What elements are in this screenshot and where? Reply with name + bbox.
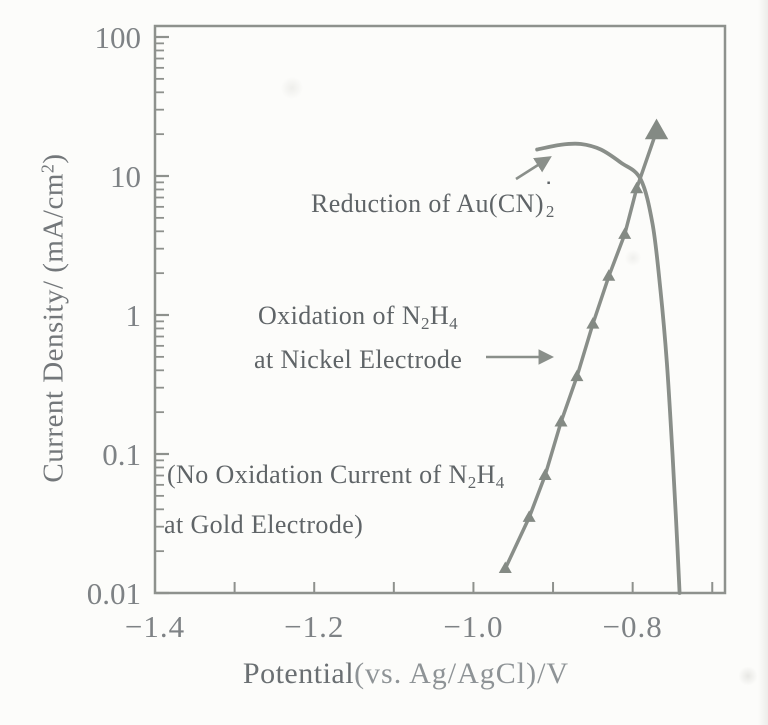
x-tick-label: −1.4 <box>125 609 185 644</box>
y-axis-title-superscript: 2 <box>37 163 58 174</box>
y-tick-label: 1 <box>126 298 142 333</box>
oxidation-series-marker <box>630 181 644 194</box>
y-tick-label: 10 <box>110 159 141 194</box>
x-axis-title: Potential(vs. Ag/AgCl)/V <box>243 659 569 689</box>
oxidation-annotation-line2: at Nickel Electrode <box>254 347 462 373</box>
charge-superscript: ▪ <box>546 178 551 189</box>
oxidation-series-marker <box>522 510 536 522</box>
no-oxidation-annotation-line2-text: at Gold Electrode) <box>164 510 364 539</box>
oxidation-series-marker <box>602 269 616 281</box>
no-oxidation-annotation-text: (No Oxidation Current of N <box>167 460 468 489</box>
reduction-series-curve <box>535 141 682 595</box>
n2-subscript: 2 <box>467 473 477 492</box>
reduction-annotation-charge: ▪ 2 <box>544 179 560 221</box>
h4-subscript: 4 <box>495 473 505 492</box>
no-oxidation-annotation-line1: (No Oxidation Current of N2H4 <box>167 460 505 492</box>
oxidation-series-marker <box>618 227 632 239</box>
reduction-annotation-text: Reduction of Au(CN) <box>311 189 544 218</box>
no-oxidation-annotation-line2: at Gold Electrode) <box>164 512 363 538</box>
y-tick-label: 100 <box>95 20 142 55</box>
n2-subscript: 2 <box>421 314 430 333</box>
oxidation-series-marker <box>498 561 512 574</box>
y-tick-label: 0.01 <box>87 576 141 611</box>
x-tick-label: −0.8 <box>603 609 663 644</box>
oxidation-annotation-line2-text: at Nickel Electrode <box>254 345 463 374</box>
oxidation-series-marker <box>586 317 600 329</box>
reduction-annotation-arrow <box>515 156 552 181</box>
x-axis-title-main: Potential <box>242 657 355 690</box>
h-symbol: H <box>476 460 496 489</box>
x-axis-title-reference: (vs. Ag/AgCl)/V <box>354 657 570 690</box>
y-axis-title: Current Density/ (mA/cm2) <box>37 153 70 483</box>
h4-subscript: 4 <box>449 314 459 333</box>
x-tick-label: −1.0 <box>443 609 503 644</box>
x-tick-label: −1.2 <box>284 609 344 644</box>
plot-frame <box>153 24 727 595</box>
oxidation-series-marker <box>570 369 584 382</box>
oxidation-series-marker <box>538 468 552 481</box>
oxidation-series-line <box>503 129 659 571</box>
oxidation-annotation-text: Oxidation of N <box>258 301 422 330</box>
oxidation-series-marker <box>554 414 568 427</box>
y-tick-label: 0.1 <box>102 437 141 472</box>
h-symbol: H <box>429 301 450 330</box>
y-axis-title-text: Current Density/ (mA/cm <box>37 173 70 483</box>
stoichiometry-subscript: 2 <box>545 202 555 221</box>
oxidation-annotation-line1: Oxidation of N2H4 <box>258 301 458 333</box>
y-axis-title-close: ) <box>37 153 70 164</box>
oxidation-series-marker <box>644 118 669 140</box>
reduction-annotation: Reduction of Au(CN) ▪ 2 <box>311 179 560 221</box>
